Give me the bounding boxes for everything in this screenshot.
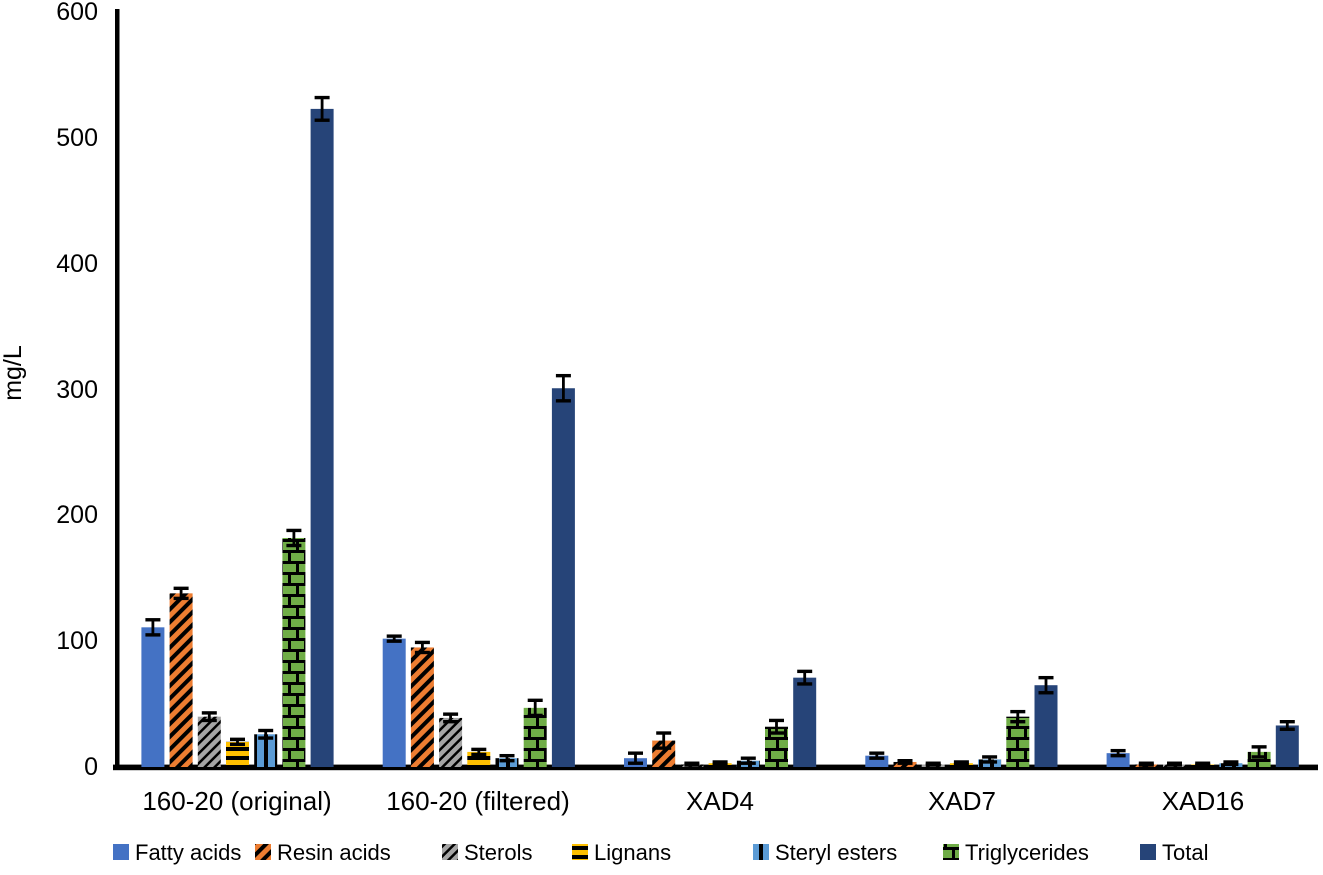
y-tick-label-300: 300 — [56, 376, 98, 404]
error-bar — [1279, 720, 1295, 731]
error-bar — [1251, 745, 1267, 759]
error-bar — [897, 759, 913, 765]
bar-resin-acids — [410, 647, 434, 767]
x-category-label: XAD16 — [1161, 786, 1245, 816]
error-bar — [1010, 709, 1026, 724]
legend-label: Sterols — [464, 840, 532, 865]
error-bar — [145, 618, 161, 637]
error-bar — [797, 669, 813, 686]
bar-fatty-acids — [865, 755, 889, 767]
y-tick-label-600: 600 — [56, 0, 98, 26]
error-bar — [1038, 675, 1054, 695]
error-bar — [230, 737, 245, 747]
x-category-label: 160-20 (original) — [142, 786, 332, 816]
error-bar — [628, 751, 643, 765]
legend-item-fatty-acids: Fatty acids — [113, 840, 241, 865]
legend-label: Triglycerides — [965, 840, 1089, 865]
bar-steryl-esters — [254, 734, 278, 767]
error-bar — [1195, 761, 1211, 767]
error-bar — [684, 761, 700, 767]
bar-sterols — [439, 717, 463, 767]
bar-total — [1275, 725, 1299, 767]
error-bar — [982, 755, 998, 764]
error-bar — [471, 747, 487, 757]
bar-triglycerides — [1006, 716, 1030, 767]
bar-steryl-esters — [495, 758, 519, 767]
legend-item-triglycerides: Triglycerides — [943, 840, 1089, 865]
legend-swatch-icon — [255, 844, 271, 860]
bar-triglycerides — [765, 726, 788, 767]
legend-swatch-icon — [113, 844, 129, 860]
y-tick-label-0: 0 — [84, 753, 98, 781]
legend: Fatty acids Resin acids Sterols Lignans Ster… — [113, 840, 1208, 865]
bar-sterols — [197, 716, 221, 767]
error-bar — [386, 634, 402, 643]
error-bar — [1138, 761, 1154, 767]
error-bar — [173, 586, 189, 601]
error-bar — [527, 698, 543, 718]
error-bar — [869, 751, 885, 760]
legend-swatch-icon — [442, 844, 458, 860]
error-bar — [499, 753, 515, 763]
bar-total — [551, 388, 575, 767]
bar-triglycerides — [282, 537, 306, 767]
legend-item-steryl-esters: Steryl esters — [753, 840, 897, 865]
error-bar — [258, 728, 274, 740]
y-tick-label-100: 100 — [56, 627, 98, 655]
legend-item-resin-acids: Resin acids — [255, 840, 391, 865]
x-category-label: XAD7 — [928, 786, 996, 816]
legend-item-sterols: Sterols — [442, 840, 532, 865]
error-bar — [712, 760, 728, 767]
error-bar — [656, 731, 672, 750]
bar-fatty-acids — [141, 627, 165, 767]
error-bar — [314, 95, 330, 122]
error-bar — [555, 373, 571, 403]
legend-item-lignans: Lignans — [572, 840, 671, 865]
legend-swatch-icon — [572, 844, 588, 860]
error-bar — [953, 760, 969, 767]
y-tick-label-500: 500 — [56, 124, 98, 152]
bar-total — [310, 108, 334, 768]
error-bar — [769, 718, 784, 735]
x-axis-line — [113, 764, 1318, 771]
legend-label: Total — [1162, 840, 1208, 865]
x-category-label: XAD4 — [686, 786, 754, 816]
error-bar — [925, 761, 941, 767]
bar-triglycerides — [523, 707, 547, 767]
y-tick-label-200: 200 — [56, 501, 98, 529]
bar-resin-acids — [169, 593, 193, 767]
error-bar — [414, 640, 430, 655]
x-category-label: 160-20 (filtered) — [386, 786, 570, 816]
error-bar — [443, 712, 459, 724]
error-bar — [740, 756, 756, 765]
legend-swatch-icon — [753, 844, 769, 860]
legend-label: Resin acids — [277, 840, 391, 865]
legend-swatch-icon — [943, 844, 959, 860]
error-bar — [286, 528, 302, 548]
error-bar — [1223, 760, 1239, 767]
legend-label: Fatty acids — [135, 840, 241, 865]
y-tick-label-400: 400 — [56, 250, 98, 278]
legend-label: Lignans — [594, 840, 671, 865]
bar-lignans — [226, 741, 249, 767]
y-axis-line — [115, 9, 120, 770]
bar-total — [793, 677, 817, 767]
legend-label: Steryl esters — [775, 840, 897, 865]
legend-item-total: Total — [1140, 840, 1208, 865]
bar-fatty-acids — [382, 638, 406, 767]
bar-total — [1034, 685, 1058, 767]
error-bar — [1110, 748, 1126, 758]
legend-swatch-icon — [1140, 844, 1156, 860]
y-axis-title: mg/L — [0, 345, 27, 401]
error-bar — [201, 711, 217, 723]
error-bar — [1167, 761, 1182, 767]
